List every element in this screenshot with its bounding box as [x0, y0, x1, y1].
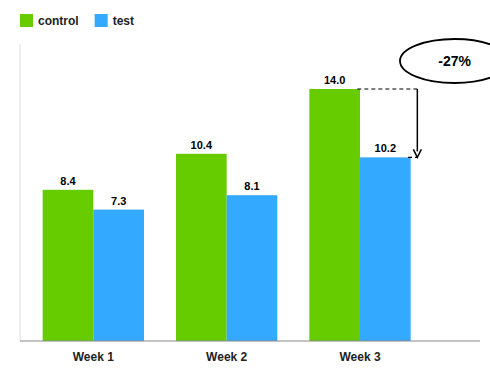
x-tick-label: Week 3: [339, 350, 380, 364]
data-label: 10.4: [191, 139, 213, 151]
annotation-guide: [408, 157, 417, 158]
annotation-oval: [400, 39, 490, 83]
legend: control test: [20, 14, 134, 28]
data-label: 8.4: [60, 175, 76, 187]
annotation-arrow: [417, 89, 419, 151]
legend-swatch: [95, 14, 108, 27]
bar: [227, 195, 278, 341]
annotation: -27%: [357, 39, 490, 157]
legend-label: control: [38, 14, 79, 28]
chart: Week 1 Week 2 Week 3 8.4 10.4 14.0 7.3 8.1 10.2 c…: [0, 0, 490, 377]
data-label: 10.2: [375, 142, 396, 154]
x-tick-label: Week 2: [206, 350, 247, 364]
data-label: 7.3: [111, 195, 126, 207]
data-label: 8.1: [244, 180, 259, 192]
x-tick-label: Week 1: [73, 350, 114, 364]
legend-swatch: [20, 14, 33, 27]
legend-label: test: [113, 14, 134, 28]
chart-container: Week 1 Week 2 Week 3 8.4 10.4 14.0 7.3 8.1 10.2 c…: [0, 0, 490, 377]
data-label: 14.0: [324, 74, 345, 86]
annotation-arrowhead: [413, 149, 421, 157]
annotation-text: -27%: [438, 53, 471, 69]
x-axis-line: [20, 341, 480, 342]
bar: [360, 157, 411, 341]
bar: [176, 154, 227, 341]
bar: [309, 89, 360, 341]
bars: [43, 89, 411, 341]
bar: [43, 190, 94, 341]
y-axis-line: [20, 44, 21, 341]
annotation-guide: [357, 88, 417, 89]
bar: [93, 210, 144, 341]
